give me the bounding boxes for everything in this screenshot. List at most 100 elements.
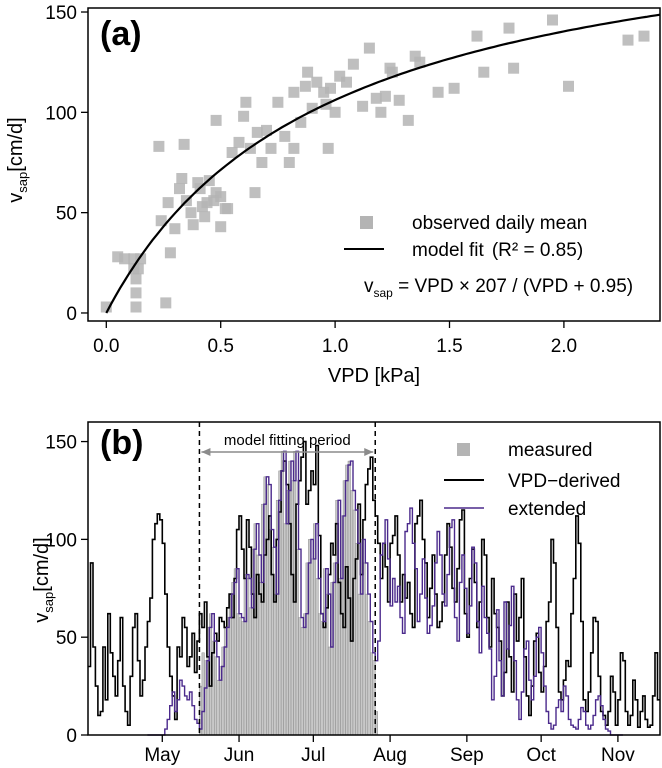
- observed-point: [341, 76, 352, 88]
- month-tick-label: Nov: [601, 745, 635, 766]
- panel-b-month-ticks: May Jun Jul Aug Sep Oct Nov: [144, 735, 635, 766]
- observed-point: [178, 138, 190, 150]
- svg-text:vsap[cm/d]: vsap[cm/d]: [5, 117, 30, 202]
- panel-b-time-series-chart: model fitting period May Jun Jul Aug Sep Oct N…: [31, 421, 661, 766]
- measured-bar: [370, 652, 374, 736]
- observed-point: [295, 116, 307, 128]
- measured-bar: [320, 621, 324, 736]
- measured-bar: [327, 646, 331, 736]
- observed-point: [226, 147, 238, 158]
- observed-point: [311, 76, 323, 88]
- fitting-period-label: model fitting period: [224, 432, 351, 449]
- fitting-period-arrow: [201, 448, 374, 456]
- observed-point: [393, 94, 405, 106]
- observed-point: [130, 287, 142, 299]
- month-tick-label: Oct: [526, 745, 556, 766]
- legend-observed-marker: [360, 216, 373, 229]
- legend-measured-marker: [457, 443, 470, 456]
- observed-point: [283, 157, 295, 168]
- observed-point: [238, 110, 250, 122]
- model-equation: vsap = VPD × 207 / (VPD + 0.95): [364, 276, 633, 300]
- y-tick-label: 50: [56, 204, 77, 225]
- month-tick-label: Aug: [373, 745, 407, 766]
- observed-point: [357, 100, 369, 112]
- observed-point: [162, 197, 174, 209]
- panel-a-y-axis-label: vsap[cm/d]: [5, 117, 30, 202]
- observed-point: [272, 96, 284, 108]
- observed-point: [347, 58, 359, 70]
- observed-point: [325, 82, 336, 94]
- observed-point: [288, 142, 300, 154]
- observed-point: [130, 273, 142, 285]
- observed-point: [192, 177, 204, 189]
- month-tick-label: Jun: [224, 745, 255, 766]
- observed-point: [318, 86, 330, 98]
- observed-point: [208, 195, 220, 207]
- measured-bar: [318, 613, 322, 736]
- observed-point: [251, 126, 263, 138]
- panel-a-label: (a): [100, 15, 142, 53]
- measured-bar: [357, 593, 361, 736]
- observed-point: [265, 142, 277, 154]
- observed-point: [547, 14, 558, 26]
- legend-fit-label: model fit (R² = 0.85): [412, 240, 583, 261]
- measured-bar: [367, 621, 371, 736]
- panel-a-x-axis-label: VPD [kPa]: [328, 365, 420, 387]
- panel-a-y-ticks: 0 50 100 150: [45, 3, 88, 325]
- observed-point: [503, 22, 515, 34]
- observed-point: [155, 215, 167, 227]
- measured-bar: [303, 613, 307, 736]
- observed-point: [249, 187, 261, 199]
- legend-observed-label: observed daily mean: [412, 213, 587, 234]
- measured-bar: [310, 558, 314, 736]
- observed-point: [288, 86, 300, 98]
- x-tick-label: 0.0: [93, 336, 119, 357]
- observed-point: [279, 130, 291, 142]
- measured-bar: [290, 480, 294, 736]
- observed-point: [164, 247, 176, 259]
- measured-bar: [315, 578, 319, 736]
- measured-bar: [216, 679, 220, 736]
- observed-point: [119, 253, 131, 265]
- panel-b-y-ticks: 0 50 100 150: [45, 433, 88, 747]
- model-fit-curve: [105, 13, 661, 314]
- observed-point: [169, 223, 181, 235]
- observed-point: [112, 251, 124, 263]
- observed-point: [201, 197, 213, 209]
- fitting-period-arrow-head-right: [364, 448, 374, 456]
- observed-point: [199, 211, 211, 223]
- y-tick-label: 100: [45, 530, 77, 551]
- observed-point: [176, 173, 188, 184]
- measured-bar: [283, 523, 287, 736]
- panel-b-legend: measured VPD−derived extended: [444, 440, 620, 520]
- observed-point: [375, 106, 387, 118]
- observed-point: [478, 66, 490, 78]
- y-tick-label: 0: [66, 726, 77, 747]
- observed-point: [130, 301, 142, 313]
- legend-extended-label: extended: [508, 499, 586, 520]
- panel-b-frame: [87, 421, 661, 736]
- observed-point: [160, 297, 172, 309]
- observed-point: [471, 30, 483, 42]
- observed-point: [622, 34, 634, 46]
- observed-point: [210, 114, 222, 126]
- observed-point: [370, 92, 382, 104]
- observed-point: [128, 253, 140, 265]
- measured-bar: [248, 607, 252, 736]
- measured-bar: [241, 621, 245, 736]
- x-tick-label: 2.0: [551, 336, 577, 357]
- extended-line: [147, 450, 623, 736]
- observed-point: [174, 183, 185, 195]
- x-tick-label: 1.5: [436, 336, 462, 357]
- observed-point: [261, 124, 272, 136]
- x-tick-label: 1.0: [322, 336, 348, 357]
- vpd-derived-line: [88, 440, 660, 728]
- observed-point: [329, 106, 341, 118]
- observed-point: [299, 80, 311, 92]
- observed-point: [222, 203, 234, 215]
- panel-b-label: (b): [100, 424, 143, 462]
- observed-point: [132, 263, 144, 275]
- observed-point: [334, 70, 346, 82]
